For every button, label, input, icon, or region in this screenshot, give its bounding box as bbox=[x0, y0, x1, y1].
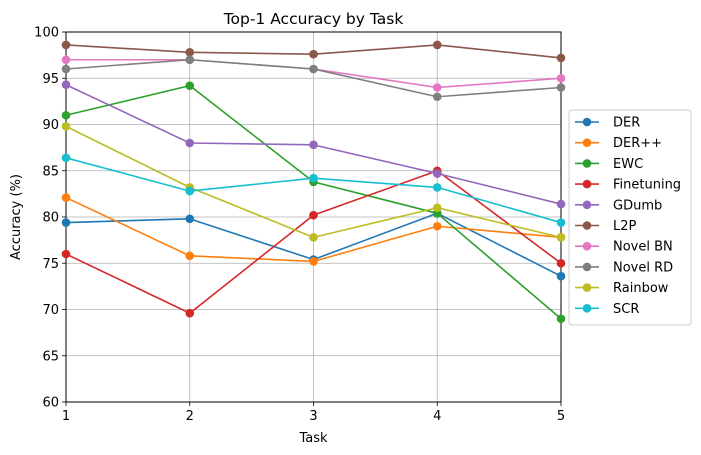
legend-label: DER++ bbox=[613, 136, 662, 151]
data-point bbox=[309, 257, 318, 266]
data-point bbox=[185, 81, 195, 90]
x-tick-label: 1 bbox=[62, 409, 70, 424]
data-point bbox=[432, 221, 442, 231]
legend-marker bbox=[582, 304, 592, 313]
y-tick-label: 80 bbox=[42, 211, 59, 226]
legend-item-der: DER bbox=[575, 116, 640, 131]
data-point bbox=[432, 203, 442, 213]
data-point bbox=[61, 249, 71, 259]
data-point bbox=[309, 64, 318, 74]
y-tick-label: 85 bbox=[42, 164, 59, 179]
series-gdumb bbox=[61, 80, 566, 209]
data-point bbox=[556, 73, 566, 83]
data-point bbox=[432, 183, 442, 192]
data-point bbox=[309, 233, 318, 242]
data-point bbox=[61, 193, 71, 202]
data-point bbox=[61, 122, 71, 131]
data-point bbox=[556, 83, 566, 92]
data-point bbox=[61, 40, 71, 50]
x-tick-label: 4 bbox=[433, 409, 441, 424]
data-point bbox=[309, 210, 318, 220]
data-point bbox=[556, 271, 566, 281]
legend-label: Novel BN bbox=[613, 240, 673, 255]
legend-frame bbox=[568, 109, 692, 326]
legend: DER DER++ EWC Finetuning GDumb L2P Novel BN Nov… bbox=[568, 109, 692, 326]
data-point bbox=[61, 64, 71, 74]
legend-marker bbox=[582, 138, 592, 147]
series-novel-rd bbox=[61, 55, 566, 102]
legend-label: Finetuning bbox=[613, 178, 681, 193]
legend-label: Rainbow bbox=[613, 281, 669, 296]
data-point bbox=[556, 314, 566, 324]
data-point bbox=[309, 49, 318, 59]
y-tick-label: 70 bbox=[42, 303, 59, 318]
data-point bbox=[432, 83, 442, 92]
data-point bbox=[309, 140, 318, 150]
legend-label: DER bbox=[613, 116, 640, 131]
data-point bbox=[185, 308, 195, 318]
legend-item-scr: SCR bbox=[575, 302, 639, 317]
legend-label: Novel RD bbox=[613, 260, 673, 275]
y-axis-title: Accuracy (%) bbox=[9, 174, 24, 260]
data-point bbox=[61, 110, 71, 120]
data-point bbox=[309, 173, 318, 183]
series-lines bbox=[61, 40, 566, 324]
legend-marker bbox=[582, 241, 592, 251]
legend-marker bbox=[582, 117, 592, 127]
x-axis-title: Task bbox=[298, 431, 328, 446]
legend-item-finetuning: Finetuning bbox=[575, 178, 681, 193]
legend-label: L2P bbox=[613, 219, 637, 234]
data-point bbox=[432, 40, 442, 50]
legend-marker bbox=[582, 262, 592, 272]
x-tick-label: 5 bbox=[557, 409, 565, 424]
legend-marker bbox=[582, 221, 592, 230]
legend-item-l2p: L2P bbox=[575, 219, 637, 234]
data-point bbox=[556, 258, 566, 268]
data-point bbox=[556, 53, 566, 63]
y-tick-label: 100 bbox=[34, 26, 59, 41]
data-point bbox=[61, 55, 71, 65]
data-point bbox=[185, 186, 195, 196]
legend-item-novel-bn: Novel BN bbox=[575, 240, 673, 255]
legend-label: EWC bbox=[613, 157, 643, 172]
data-point bbox=[556, 233, 566, 242]
data-point bbox=[185, 55, 195, 65]
data-point bbox=[185, 138, 195, 148]
data-point bbox=[185, 251, 195, 261]
data-point bbox=[61, 218, 71, 227]
data-point bbox=[61, 153, 71, 163]
series-l2p bbox=[61, 40, 566, 63]
y-tick-label: 95 bbox=[42, 72, 59, 87]
data-point bbox=[185, 214, 195, 224]
x-tick-label: 3 bbox=[309, 409, 317, 424]
legend-item-ewc: EWC bbox=[575, 157, 643, 172]
data-point bbox=[185, 48, 195, 57]
y-tick-label: 90 bbox=[42, 118, 59, 133]
x-tick-label: 2 bbox=[186, 409, 194, 424]
legend-label: GDumb bbox=[613, 198, 662, 213]
legend-item-novel-rd: Novel RD bbox=[575, 260, 673, 275]
data-point bbox=[556, 218, 566, 227]
legend-item-rainbow: Rainbow bbox=[575, 281, 669, 296]
data-point bbox=[61, 80, 71, 90]
data-point bbox=[432, 169, 442, 178]
y-tick-label: 60 bbox=[42, 396, 59, 411]
data-point bbox=[432, 92, 442, 102]
legend-item-derplusplus: DER++ bbox=[575, 136, 662, 151]
x-axis: 1 2 3 4 5 bbox=[62, 402, 565, 424]
legend-item-gdumb: GDumb bbox=[575, 198, 662, 213]
y-tick-label: 75 bbox=[42, 257, 59, 272]
legend-marker bbox=[582, 283, 592, 292]
data-point bbox=[556, 199, 566, 209]
legend-label: SCR bbox=[613, 302, 639, 317]
legend-marker bbox=[582, 200, 592, 210]
series-scr bbox=[61, 153, 566, 227]
legend-marker bbox=[582, 179, 592, 189]
y-tick-label: 65 bbox=[42, 349, 59, 364]
y-axis: 60 65 70 75 80 85 90 95 100 bbox=[34, 26, 66, 411]
chart-title: Top-1 Accuracy by Task bbox=[223, 10, 404, 28]
legend-marker bbox=[582, 159, 592, 168]
